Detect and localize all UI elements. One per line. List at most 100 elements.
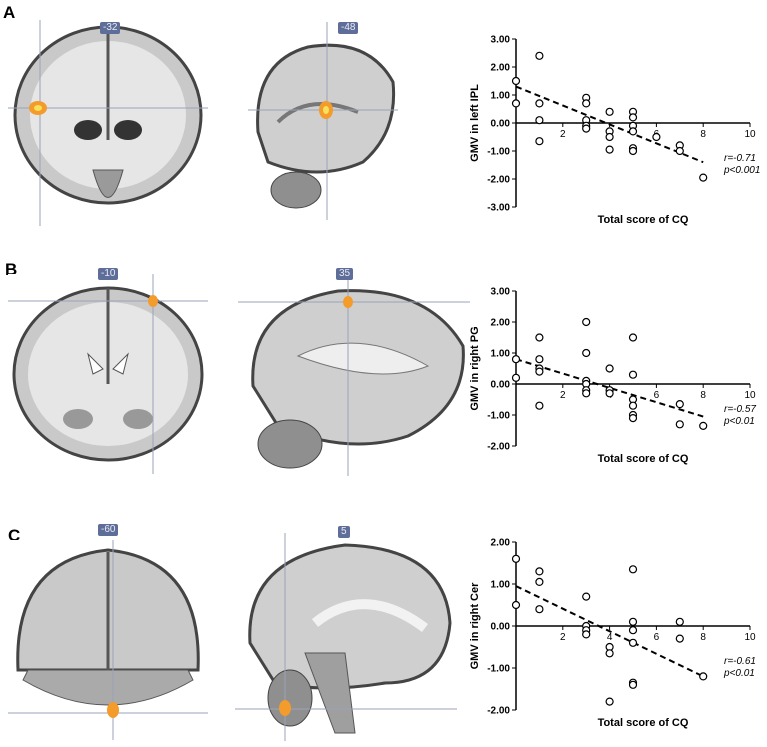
data-point <box>605 649 614 658</box>
data-point <box>675 634 684 643</box>
data-point <box>511 373 521 382</box>
data-point <box>582 348 591 358</box>
x-tick-label: 8 <box>700 390 706 401</box>
data-point <box>605 107 614 116</box>
data-point <box>511 600 521 610</box>
x-tick-label: 2 <box>560 129 566 140</box>
sagittal-slice-b <box>238 276 470 476</box>
data-point <box>605 697 614 706</box>
x-tick-label: 10 <box>744 390 756 401</box>
data-point <box>628 617 638 626</box>
y-tick-label: -3.00 <box>487 203 510 214</box>
y-tick-label: -2.00 <box>487 706 510 717</box>
y-tick-label: -2.00 <box>487 442 510 453</box>
sagittal-coordinate-b: 35 <box>336 268 354 280</box>
x-tick-label: 8 <box>700 129 706 140</box>
x-tick-label: 2 <box>560 390 566 401</box>
y-tick-label: 2.00 <box>491 538 511 549</box>
x-axis-label: Total score of CQ <box>598 717 689 729</box>
coronal-coordinate-a: -32 <box>100 22 121 34</box>
data-point <box>628 146 638 156</box>
data-point <box>582 389 591 398</box>
correlation-p: p<0.01 <box>723 416 755 427</box>
scatter-plot-c: 2.00 1.00 0.00 -1.00 -2.00 2 4 6 8 10 GMV in right… <box>468 532 758 744</box>
data-point <box>582 124 591 133</box>
coronal-slice-c <box>8 540 208 740</box>
data-point <box>652 132 661 142</box>
y-tick-label: 2.00 <box>491 63 511 74</box>
x-tick-label: 2 <box>560 632 566 643</box>
data-point <box>535 51 544 60</box>
data-point <box>675 400 684 409</box>
data-point <box>628 565 638 574</box>
data-point <box>605 145 614 154</box>
data-point <box>535 567 544 576</box>
y-tick-label: 0.00 <box>491 380 511 391</box>
data-point <box>535 137 544 146</box>
y-axis-label: GMV in right PG <box>469 326 481 410</box>
y-axis-label: GMV in right Cer <box>469 582 481 670</box>
sagittal-slice-c <box>235 533 457 741</box>
trend-line <box>515 85 704 164</box>
y-tick-label: -1.00 <box>487 147 510 158</box>
trend-line <box>515 358 704 418</box>
data-point <box>511 99 521 108</box>
coronal-slice-a <box>8 20 208 226</box>
coronal-slice-b <box>8 274 208 474</box>
data-point <box>535 605 544 614</box>
x-tick-label: 4 <box>607 632 613 643</box>
data-point <box>605 132 614 142</box>
data-point <box>605 364 614 373</box>
data-point <box>699 672 708 681</box>
y-tick-label: 3.00 <box>491 287 511 298</box>
x-tick-label: 6 <box>654 632 660 643</box>
data-point <box>628 370 638 379</box>
y-tick-label: 1.00 <box>491 349 511 360</box>
data-point <box>675 146 684 156</box>
y-tick-label: 3.00 <box>491 35 511 46</box>
y-tick-label: 1.00 <box>491 91 511 102</box>
y-tick-label: 0.00 <box>491 119 511 130</box>
data-point <box>628 333 638 342</box>
y-axis-label: GMV in left IPL <box>469 84 481 162</box>
data-point <box>605 389 614 398</box>
data-point <box>535 401 544 410</box>
data-point <box>628 638 638 647</box>
data-point <box>511 76 521 86</box>
data-point <box>628 626 638 635</box>
data-point <box>535 116 544 125</box>
data-point <box>535 333 544 342</box>
data-point <box>535 367 544 376</box>
data-point <box>628 127 638 136</box>
sagittal-slice-a <box>248 22 398 220</box>
x-tick-label: 10 <box>744 632 756 643</box>
sagittal-coordinate-c: 5 <box>338 526 350 538</box>
data-point <box>628 414 638 423</box>
coronal-coordinate-c: -60 <box>98 524 119 536</box>
x-tick-label: 6 <box>654 390 660 401</box>
correlation-r: r=-0.61 <box>724 656 756 667</box>
correlation-p: p<0.001 <box>723 165 760 176</box>
trend-line <box>515 585 704 678</box>
data-point <box>699 421 708 430</box>
data-point <box>628 401 638 410</box>
x-axis-label: Total score of CQ <box>598 453 689 465</box>
scatter-plot-a: 3.002.001.000.00-1.00-2.00-3.00246810GMV… <box>468 27 760 237</box>
y-tick-label: 2.00 <box>491 318 511 329</box>
y-tick-label: -1.00 <box>487 411 510 422</box>
data-point <box>582 592 591 601</box>
y-tick-label: -2.00 <box>487 175 510 186</box>
data-point <box>511 554 521 563</box>
data-point <box>675 617 684 626</box>
y-tick-label: 1.00 <box>491 580 511 591</box>
x-axis-label: Total score of CQ <box>598 214 689 226</box>
panel-letter-a: A <box>3 3 16 22</box>
data-point <box>535 355 544 364</box>
correlation-r: r=-0.57 <box>724 404 756 415</box>
y-tick-label: 0.00 <box>491 622 511 633</box>
x-tick-label: 10 <box>744 129 756 140</box>
data-point <box>628 680 638 689</box>
x-tick-label: 8 <box>700 632 706 643</box>
correlation-p: p<0.01 <box>723 668 755 679</box>
